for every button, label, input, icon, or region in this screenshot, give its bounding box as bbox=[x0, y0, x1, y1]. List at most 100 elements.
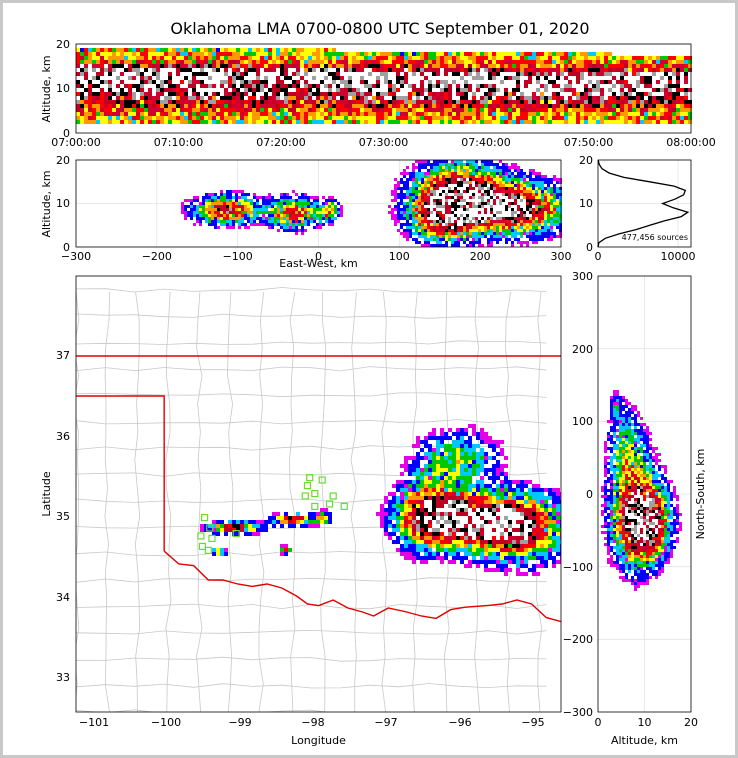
east-west-bin bbox=[424, 205, 427, 208]
time-altitude-bin bbox=[208, 60, 212, 64]
time-altitude-bin bbox=[308, 64, 312, 68]
time-altitude-bin bbox=[356, 108, 360, 112]
time-altitude-bin bbox=[296, 64, 300, 68]
time-altitude-bin bbox=[384, 68, 388, 72]
time-altitude-bin bbox=[328, 100, 332, 104]
time-altitude-bin bbox=[648, 104, 652, 108]
east-west-bin bbox=[226, 190, 229, 193]
time-altitude-bin bbox=[116, 76, 120, 80]
east-west-bin bbox=[553, 223, 556, 226]
time-altitude-bin bbox=[300, 60, 304, 64]
plan-view-bin bbox=[428, 444, 432, 448]
time-altitude-bin bbox=[260, 72, 264, 76]
plan-view-bin bbox=[420, 448, 424, 452]
time-altitude-bin bbox=[208, 96, 212, 100]
east-west-bin bbox=[556, 214, 559, 217]
time-altitude-bin bbox=[80, 80, 84, 84]
time-altitude-bin bbox=[396, 68, 400, 72]
time-altitude-bin bbox=[116, 100, 120, 104]
east-west-bin bbox=[457, 172, 460, 175]
time-altitude-bin bbox=[652, 72, 656, 76]
time-altitude-bin bbox=[112, 116, 116, 120]
east-west-bin bbox=[499, 235, 502, 238]
time-altitude-bin bbox=[324, 96, 328, 100]
time-altitude-bin bbox=[352, 108, 356, 112]
time-altitude-bin bbox=[472, 56, 476, 60]
east-west-bin bbox=[412, 163, 415, 166]
east-west-bin bbox=[424, 226, 427, 229]
east-west-bin bbox=[400, 214, 403, 217]
east-west-bin bbox=[490, 223, 493, 226]
time-altitude-bin bbox=[272, 88, 276, 92]
east-west-bin bbox=[475, 169, 478, 172]
east-west-bin bbox=[541, 175, 544, 178]
east-west-bin bbox=[478, 232, 481, 235]
time-altitude-bin bbox=[148, 112, 152, 116]
time-altitude-bin bbox=[216, 80, 220, 84]
east-west-bin bbox=[184, 208, 187, 211]
east-west-bin bbox=[283, 223, 286, 226]
east-west-bin bbox=[430, 205, 433, 208]
east-west-bin bbox=[433, 196, 436, 199]
east-west-bin bbox=[268, 196, 271, 199]
east-west-bin bbox=[295, 226, 298, 229]
time-altitude-bin bbox=[356, 88, 360, 92]
time-altitude-bin bbox=[240, 72, 244, 76]
time-altitude-bin bbox=[676, 120, 680, 124]
time-altitude-bin bbox=[456, 92, 460, 96]
time-altitude-bin bbox=[236, 76, 240, 80]
time-altitude-bin bbox=[500, 92, 504, 96]
time-altitude-bin bbox=[504, 108, 508, 112]
time-altitude-bin bbox=[100, 88, 104, 92]
time-altitude-bin bbox=[568, 72, 572, 76]
plan-view-bin bbox=[484, 436, 488, 440]
east-west-bin bbox=[475, 217, 478, 220]
time-altitude-bin bbox=[568, 68, 572, 72]
time-altitude-bin bbox=[220, 120, 224, 124]
time-altitude-bin bbox=[664, 68, 668, 72]
east-west-bin bbox=[496, 241, 499, 244]
time-altitude-bin bbox=[128, 72, 132, 76]
east-west-bin bbox=[421, 229, 424, 232]
time-altitude-bin bbox=[560, 116, 564, 120]
time-altitude-bin bbox=[380, 112, 384, 116]
time-altitude-bin bbox=[476, 108, 480, 112]
east-west-bin bbox=[490, 199, 493, 202]
time-altitude-bin bbox=[136, 100, 140, 104]
east-west-bin bbox=[478, 229, 481, 232]
east-west-bin bbox=[295, 217, 298, 220]
time-altitude-bin bbox=[480, 64, 484, 68]
time-altitude-bin bbox=[628, 88, 632, 92]
east-west-bin bbox=[532, 172, 535, 175]
time-altitude-bin bbox=[672, 68, 676, 72]
time-altitude-bin bbox=[220, 72, 224, 76]
time-altitude-bin bbox=[476, 72, 480, 76]
time-altitude-bin bbox=[128, 68, 132, 72]
time-altitude-bin bbox=[388, 112, 392, 116]
east-west-bin bbox=[529, 229, 532, 232]
time-altitude-bin bbox=[304, 52, 308, 56]
east-west-bin bbox=[532, 181, 535, 184]
time-altitude-bin bbox=[276, 104, 280, 108]
time-altitude-bin bbox=[500, 64, 504, 68]
east-west-bin bbox=[217, 214, 220, 217]
east-west-bin bbox=[466, 223, 469, 226]
time-altitude-bin bbox=[460, 64, 464, 68]
plan-view-bin bbox=[416, 464, 420, 468]
time-altitude-bin bbox=[376, 120, 380, 124]
east-west-bin bbox=[526, 205, 529, 208]
time-altitude-bin bbox=[172, 60, 176, 64]
time-altitude-bin bbox=[452, 60, 456, 64]
time-altitude-bin bbox=[144, 64, 148, 68]
east-west-bin bbox=[421, 181, 424, 184]
time-altitude-bin bbox=[572, 108, 576, 112]
time-altitude-bin bbox=[576, 116, 580, 120]
time-altitude-bin bbox=[248, 72, 252, 76]
time-altitude-bin bbox=[136, 116, 140, 120]
time-altitude-bin bbox=[316, 88, 320, 92]
time-altitude-bin bbox=[544, 96, 548, 100]
county-line bbox=[76, 629, 547, 635]
time-altitude-bin bbox=[552, 92, 556, 96]
time-altitude-bin bbox=[616, 72, 620, 76]
east-west-bin bbox=[466, 184, 469, 187]
